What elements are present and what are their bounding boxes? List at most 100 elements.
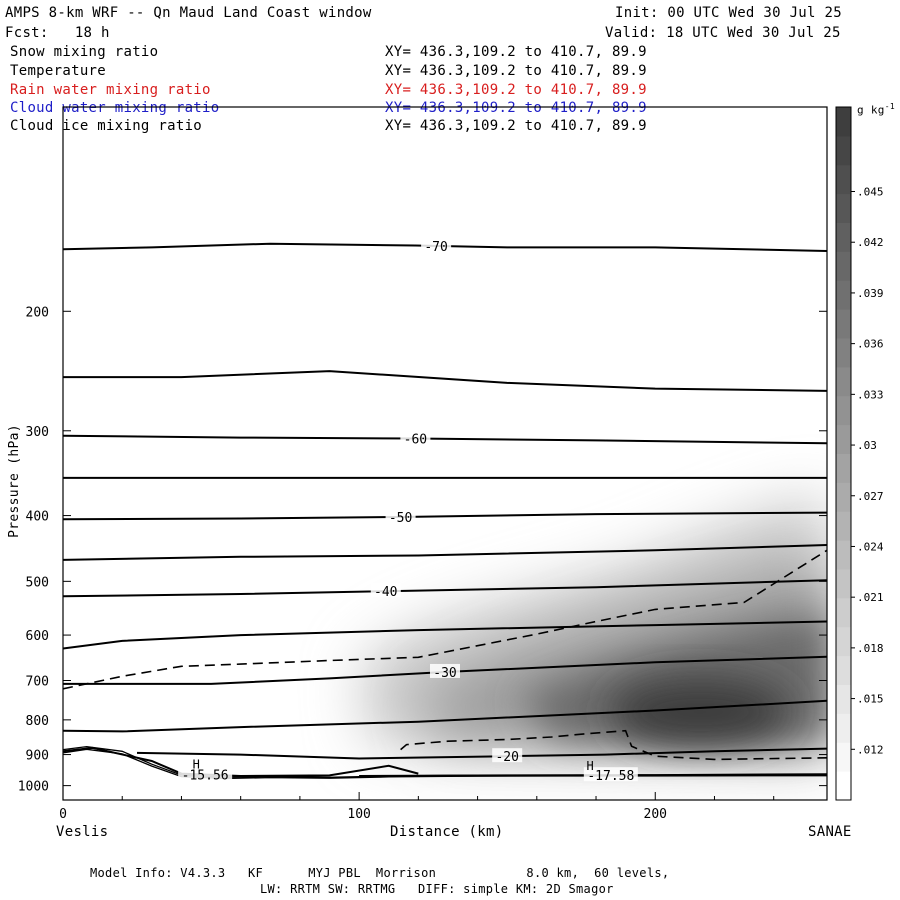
field-name: Cloud ice mixing ratio [10,118,203,134]
colorbar-tick-label: .042 [857,236,884,249]
isotherm-label: -50 [389,511,412,526]
colorbar-bin [836,742,851,772]
model-info: Model Info: V4.3.3 KF MYJ PBL Morrison 8… [90,866,670,880]
colorbar-tick-label: .045 [857,186,884,199]
contour-label-bg [430,663,460,678]
contour-label-bg [178,766,233,781]
colorbar-bin [836,713,851,743]
high-marker: H [193,757,200,771]
contour-label-bg [492,748,523,763]
y-tick-label: 700 [26,675,49,690]
colorbar-bin [836,597,851,628]
colorbar-bin [836,222,851,252]
isotherm-label: -60 [404,433,427,448]
terrain-line [63,748,827,780]
colorbar-bin [836,424,851,454]
plot-frame [62,106,828,801]
colorbar-bin [836,569,851,599]
colorbar-tick-label: .024 [857,540,884,553]
y-tick-label: 1000 [18,780,49,795]
colorbar-tick-label: .027 [857,490,884,503]
y-tick-label: 400 [26,510,49,525]
isotherm-line [63,620,827,650]
contour-label-bg [385,509,416,524]
isotherm-line [63,699,827,733]
colorbar-bin [836,771,851,801]
y-tick-label: 600 [26,629,49,644]
isotherm-label: -40 [374,585,397,600]
y-tick-label: 900 [26,749,49,764]
forecast-hour: Fcst: 18 h [5,25,110,41]
colorbar-tick-label: .033 [857,388,884,401]
colorbar-bin [836,684,851,714]
high-marker: H [586,759,593,773]
colorbar-unit: g kg-1 [857,100,895,118]
isotherm-label: -20 [495,750,518,765]
field-xy: XY= 436.3,109.2 to 410.7, 89.9 [385,100,647,116]
contour-label-bg [400,430,431,445]
valid-time: Valid: 18 UTC Wed 30 Jul 25 [605,25,841,41]
colorbar-tick-label: .018 [857,642,884,655]
x-axis-label: Distance (km) [390,824,504,840]
isotherm-line [63,511,827,521]
x-tick-label: 0 [59,807,67,822]
field-name: Rain water mixing ratio [10,82,211,98]
colorbar: .012 .015 .018 .021 .024 .027 .03 .033 .036 .039.… [835,106,884,801]
isotherm-line [63,655,827,685]
init-time: Init: 00 UTC Wed 30 Jul 25 [615,5,842,21]
field-xy: XY= 436.3,109.2 to 410.7, 89.9 [385,118,647,134]
map-title: AMPS 8-km WRF -- Qn Maud Land Coast wind… [5,5,372,21]
y-tick-label: 200 [26,305,49,320]
dashed-contour [63,549,827,690]
colorbar-bin [836,540,851,570]
colorbar-bin [836,164,851,195]
colorbar-tick-label: .036 [857,338,884,351]
field-xy: XY= 436.3,109.2 to 410.7, 89.9 [385,44,647,60]
contour-label-bg [421,237,452,252]
x-tick-label: 100 [347,807,370,822]
isotherm-line [63,370,827,392]
colorbar-bin [836,482,851,512]
axes: 200 300 400 500 600 700 800 900 1000 0 100 200 [18,106,828,822]
x-left-station: Veslis [56,824,109,840]
colorbar-bin [836,338,851,368]
x-tick-label: 200 [644,807,667,822]
field-xy: XY= 436.3,109.2 to 410.7, 89.9 [385,82,647,98]
isotherm-label: -30 [433,666,456,681]
model-info-2: LW: RRTM SW: RRTMG DIFF: simple KM: 2D S… [260,882,614,896]
y-tick-label: 800 [26,714,49,729]
isotherm-label: -15.56 [182,769,229,784]
colorbar-tick-label: .012 [857,743,884,756]
field-name: Cloud water mixing ratio [10,100,220,116]
colorbar-bin [836,453,851,483]
field-name: Snow mixing ratio [10,44,159,60]
colorbar-bin [836,107,851,137]
colorbar-bin [836,309,851,339]
isotherm-label: -70 [424,240,447,255]
colorbar-bin [836,655,851,685]
colorbar-bin [836,280,851,310]
field-name: Temperature [10,63,107,79]
colorbar-bin [836,251,851,281]
colorbar-unit-text: g kg [857,103,885,117]
field-xy: XY= 436.3,109.2 to 410.7, 89.9 [385,63,647,79]
terrain-line [63,745,827,778]
colorbar-tick-label: .03 [857,439,877,452]
contour-label-bg [370,583,401,598]
colorbar-frame [835,106,852,801]
colorbar-bin [836,193,851,223]
isotherm-line [63,434,827,445]
y-axis-label: Pressure (hPa) [6,424,22,538]
isotherm-line [63,544,827,561]
colorbar-tick-label: .039 [857,287,884,300]
y-tick-label: 300 [26,425,49,440]
terrain-profile [63,745,827,780]
colorbar-bin [836,135,851,166]
isotherm-label: -17.58 [587,769,634,784]
colorbar-tick-label: .021 [857,591,884,604]
colorbar-bin [836,395,851,426]
colorbar-bin [836,626,851,657]
x-right-station: SANAE [808,824,852,840]
snow-mixing-ratio-shading [360,495,827,760]
